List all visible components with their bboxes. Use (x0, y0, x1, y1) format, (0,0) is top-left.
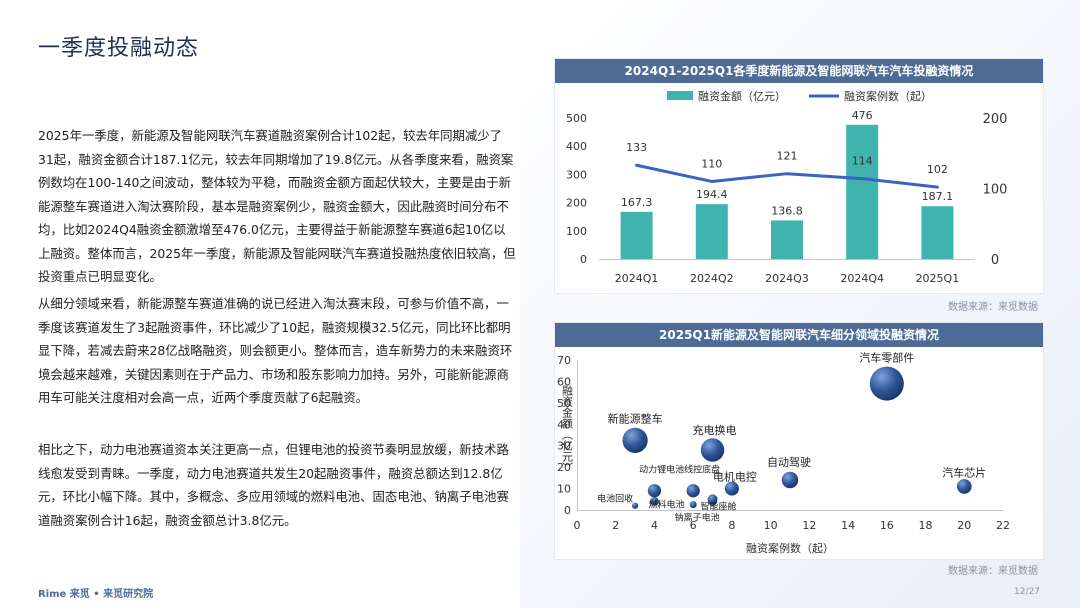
bubble (647, 484, 662, 498)
bubble (956, 479, 972, 494)
page-number: 12/27 (1014, 587, 1040, 597)
bubble-label: 燃料电池 (648, 498, 684, 510)
y-right-tick-label: 200 (983, 112, 1008, 127)
y-left-tick-label: 200 (566, 197, 587, 210)
quarterly-chart: 融资金额（亿元） 融资案例数（起） 0 100 200 300 400 500 0 100 200 1… (566, 89, 1008, 285)
y-tick-label: 10 (557, 483, 571, 496)
x-tick-label: 4 (651, 519, 658, 532)
x-tick-label: 18 (919, 519, 933, 532)
bubble (869, 366, 904, 401)
quarterly-chart-panel: 2024Q1-2025Q1各季度新能源及智能网联汽车汽车投融资情况 融资金额（亿… (554, 58, 1044, 294)
count-data-label: 102 (927, 163, 948, 176)
bubble (650, 497, 659, 506)
y-axis-title: 融资金额（亿元） (561, 385, 574, 473)
x-tick-label: 2024Q1 (615, 272, 659, 285)
y-right-tick-label: 100 (983, 183, 1008, 198)
x-tick-label: 16 (880, 519, 894, 532)
count-point (635, 163, 639, 167)
paragraph-overview: 2025年一季度，新能源及智能网联汽车赛道融资案例合计102起，较去年同期减少了… (38, 128, 516, 284)
bubble-label: 自动驾驶 (767, 455, 811, 469)
bar-data-label: 187.1 (922, 190, 954, 203)
bubble (631, 502, 639, 509)
y-left-tick-label: 300 (566, 168, 587, 181)
x-tick-label: 6 (690, 519, 697, 532)
segment-chart-title: 2025Q1新能源及智能网联汽车细分领域投融资情况 (555, 323, 1043, 347)
count-point (860, 177, 864, 181)
bar (695, 204, 728, 259)
legend-label-count: 融资案例数（起） (844, 89, 932, 103)
count-data-label: 121 (777, 150, 798, 163)
bubble (724, 481, 739, 496)
x-tick-label: 20 (957, 519, 971, 532)
y-tick-label: 30 (557, 440, 571, 453)
legend-label-amount: 融资金额（亿元） (698, 89, 786, 103)
count-data-label: 114 (852, 155, 873, 168)
y-right-tick-label: 0 (991, 253, 999, 268)
bar-data-label: 136.8 (771, 204, 803, 217)
x-tick-label: 2025Q1 (916, 272, 960, 285)
x-tick-label: 12 (802, 519, 816, 532)
x-tick-label: 8 (728, 519, 735, 532)
count-point (935, 185, 939, 189)
y-tick-label: 50 (557, 397, 571, 410)
bubble-label-overlap: 动力锂电池线控底盘 (639, 464, 720, 476)
count-line (636, 163, 938, 189)
bar-data-label: 194.4 (696, 188, 728, 201)
bar (846, 124, 879, 259)
bubble-label: 汽车芯片 (942, 465, 986, 479)
bubble-label: 钠离子电池 (675, 512, 720, 524)
bubble (622, 427, 648, 453)
x-tick-label: 2024Q2 (690, 272, 734, 285)
y-left-tick-label: 500 (566, 112, 587, 125)
bar (921, 206, 954, 259)
x-tick-label: 2024Q3 (765, 272, 809, 285)
footer-brand: Rime 来觅 • 来觅研究院 (38, 589, 154, 600)
y-tick-label: 0 (564, 504, 571, 517)
quarterly-chart-title: 2024Q1-2025Q1各季度新能源及智能网联汽车汽车投融资情况 (555, 59, 1043, 83)
bar (620, 211, 653, 259)
bubble (781, 471, 799, 489)
count-point (785, 172, 789, 176)
x-tick-label: 2024Q4 (840, 272, 884, 285)
x-tick-label: 10 (764, 519, 778, 532)
bubble-label: 电池回收 (597, 493, 633, 505)
x-axis-title: 融资案例数（起） (746, 541, 834, 555)
bar-data-label: 476 (852, 109, 873, 122)
bubble (700, 438, 725, 462)
paragraph-battery: 相比之下，动力电池赛道资本关注更高一点，但锂电池的投资节奏明显放缓，新技术路线愈… (38, 442, 509, 528)
x-tick-label: 14 (841, 519, 855, 532)
segment-chart-panel: 2025Q1新能源及智能网联汽车细分领域投融资情况 0 10 20 30 40 50 60 7… (554, 322, 1044, 560)
y-tick-label: 60 (557, 375, 571, 388)
bubble (707, 494, 718, 505)
bubble-label: 汽车零部件 (859, 351, 914, 365)
page-title: 一季度投融动态 (38, 36, 200, 61)
bubble-label: 智能座舱 (701, 500, 737, 512)
count-data-label: 110 (701, 157, 722, 170)
bar-data-label: 167.3 (621, 196, 653, 209)
y-left-tick-label: 400 (566, 140, 587, 153)
count-point (710, 179, 714, 183)
y-left-tick-label: 0 (580, 253, 587, 266)
bubble (689, 501, 697, 509)
bubble-label: 充电换电 (693, 423, 737, 437)
bar (771, 220, 803, 259)
legend-swatch-amount (667, 91, 693, 100)
bubble (686, 484, 700, 498)
source-note-1: 数据来源：来觅数据 (948, 302, 1038, 313)
x-tick-label: 2 (612, 519, 619, 532)
bubble-label: 电机电控 (713, 470, 757, 484)
source-note-2: 数据来源：来觅数据 (948, 566, 1038, 577)
y-tick-label: 70 (557, 354, 571, 367)
count-data-label: 133 (626, 141, 647, 154)
y-left-tick-label: 100 (566, 225, 587, 238)
x-tick-label: 22 (996, 519, 1010, 532)
x-tick-label: 0 (574, 519, 581, 532)
paragraph-segments: 从细分领域来看，新能源整车赛道准确的说已经进入淘汰赛末段，可参与价值不高，一季度… (38, 296, 513, 405)
y-tick-label: 20 (557, 461, 571, 474)
segment-bubble-chart: 0 10 20 30 40 50 60 70 0 2 4 6 8 10 12 14 16 18 20 22 融资案例数（… (557, 351, 1010, 555)
bubble-label: 新能源整车 (608, 411, 663, 425)
y-tick-label: 40 (557, 418, 571, 431)
